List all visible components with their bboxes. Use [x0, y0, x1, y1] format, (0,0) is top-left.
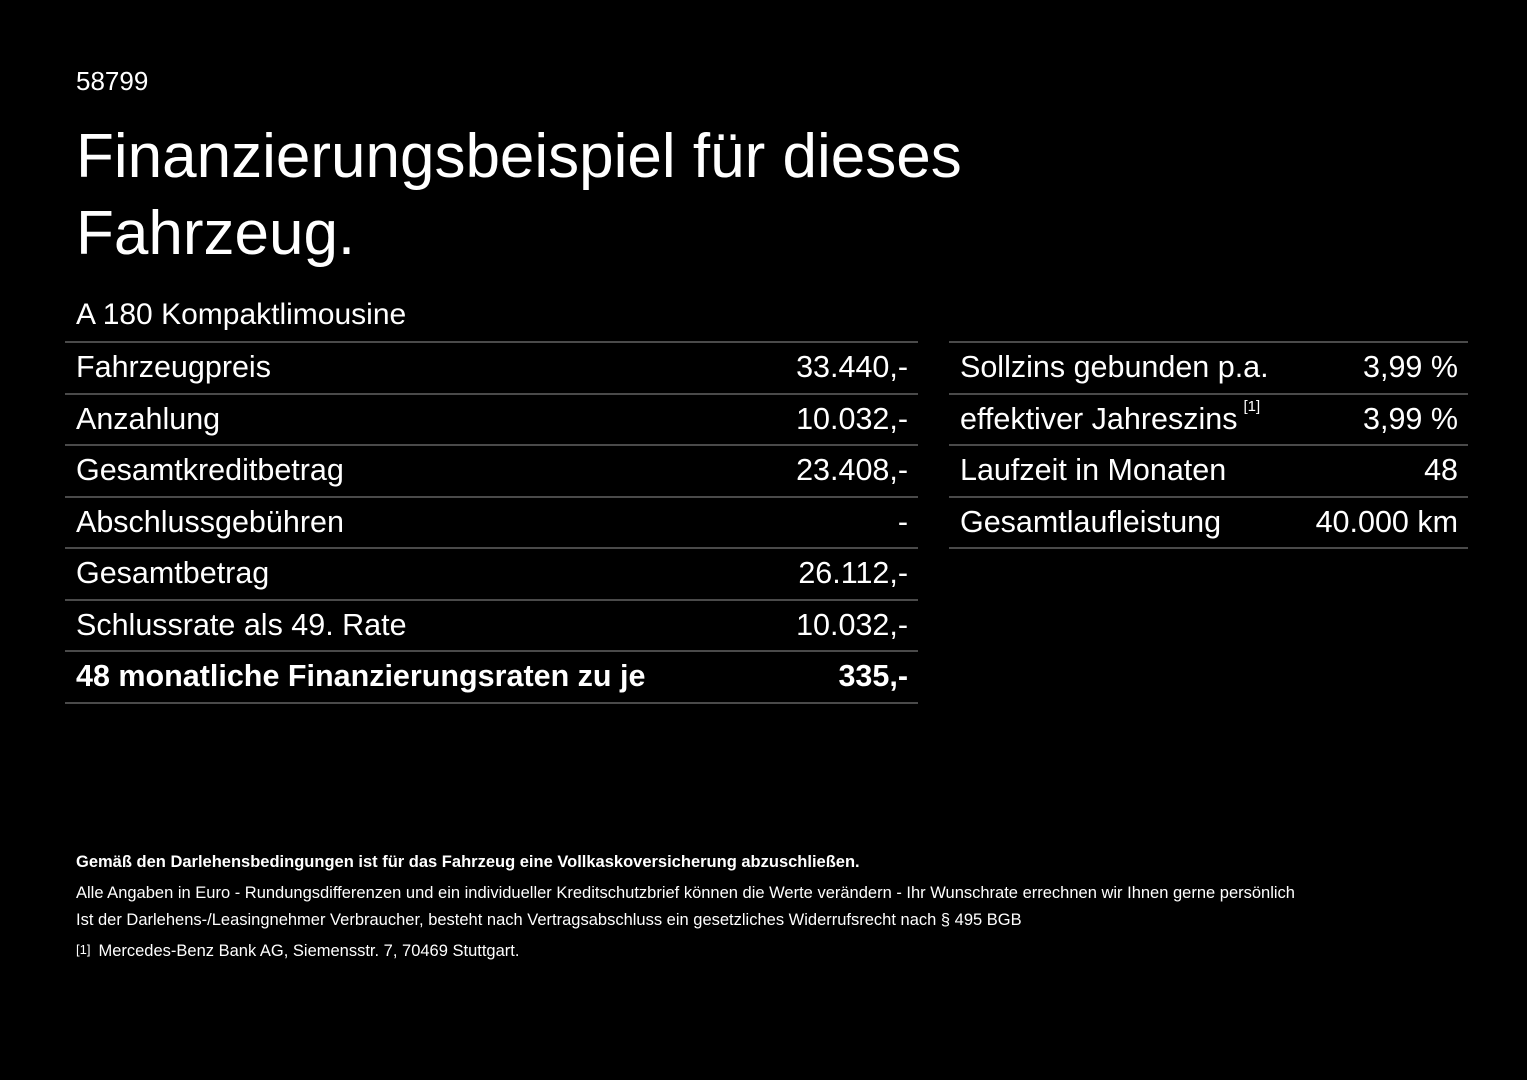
- row-value: 335,-: [838, 659, 908, 694]
- row-label: Sollzins gebunden p.a.: [960, 350, 1269, 385]
- model-name: A 180 Kompaktlimousine: [76, 298, 407, 331]
- row-label: effektiver Jahreszins: [960, 401, 1238, 436]
- disclaimer-line: Alle Angaben in Euro - Rundungsdifferenz…: [76, 884, 1295, 902]
- row-value: 10.032,-: [796, 607, 908, 642]
- row-label: Abschlussgebühren: [76, 504, 344, 539]
- terms-table: Sollzins gebunden p.a. 3,99 % effektiver …: [949, 341, 1468, 549]
- footnote-text: Mercedes-Benz Bank AG, Siemensstr. 7, 70…: [98, 942, 520, 960]
- table-row: Gesamtlaufleistung 40.000 km: [949, 498, 1468, 549]
- row-value: 3,99 %: [1363, 350, 1458, 385]
- row-value: 48: [1424, 453, 1458, 488]
- row-value: 40.000 km: [1315, 504, 1458, 539]
- vehicle-id: 58799: [76, 66, 149, 96]
- page-title: Finanzierungsbeispiel für dieses Fahrzeu…: [76, 122, 962, 268]
- row-label-wrap: effektiver Jahreszins [1]: [960, 398, 1260, 437]
- footnote: [1] Mercedes-Benz Bank AG, Siemensstr. 7,…: [76, 942, 1476, 961]
- row-label: Anzahlung: [76, 401, 221, 436]
- insurance-note: Gemäß den Darlehensbedingungen ist für d…: [76, 853, 860, 871]
- table-row: Gesamtbetrag 26.112,-: [65, 549, 918, 601]
- row-label: Gesamtlaufleistung: [960, 504, 1222, 539]
- row-value: -: [897, 504, 908, 539]
- row-value: 26.112,-: [798, 556, 908, 591]
- row-label: Gesamtkreditbetrag: [76, 453, 344, 488]
- footnote-marker: [1]: [76, 942, 91, 957]
- table-row: Gesamtkreditbetrag 23.408,-: [65, 446, 918, 498]
- row-value: 10.032,-: [796, 401, 908, 436]
- row-value: 33.440,-: [796, 350, 908, 385]
- row-label: Laufzeit in Monaten: [960, 453, 1227, 488]
- row-value: 23.408,-: [796, 453, 908, 488]
- row-value: 3,99 %: [1363, 401, 1458, 436]
- monthly-rate-row: 48 monatliche Finanzierungsraten zu je 33…: [65, 652, 918, 704]
- row-label: 48 monatliche Finanzierungsraten zu je: [76, 659, 646, 694]
- footnote-ref: [1]: [1243, 397, 1261, 415]
- table-row: Anzahlung 10.032,-: [65, 395, 918, 446]
- financing-table: Fahrzeugpreis 33.440,- Anzahlung 10.032,- …: [65, 341, 918, 704]
- table-row: effektiver Jahreszins [1] 3,99 %: [949, 395, 1468, 446]
- table-row: Schlussrate als 49. Rate 10.032,-: [65, 601, 918, 652]
- withdrawal-note: Ist der Darlehens-/Leasingnehmer Verbrau…: [76, 911, 1022, 929]
- row-label: Fahrzeugpreis: [76, 350, 271, 385]
- legal-notes: Gemäß den Darlehensbedingungen ist für d…: [76, 853, 1476, 961]
- table-row: Laufzeit in Monaten 48: [949, 446, 1468, 498]
- row-label: Gesamtbetrag: [76, 556, 270, 591]
- row-label: Schlussrate als 49. Rate: [76, 607, 407, 642]
- table-row: Fahrzeugpreis 33.440,-: [65, 343, 918, 395]
- table-row: Sollzins gebunden p.a. 3,99 %: [949, 343, 1468, 395]
- table-row: Abschlussgebühren -: [65, 498, 918, 549]
